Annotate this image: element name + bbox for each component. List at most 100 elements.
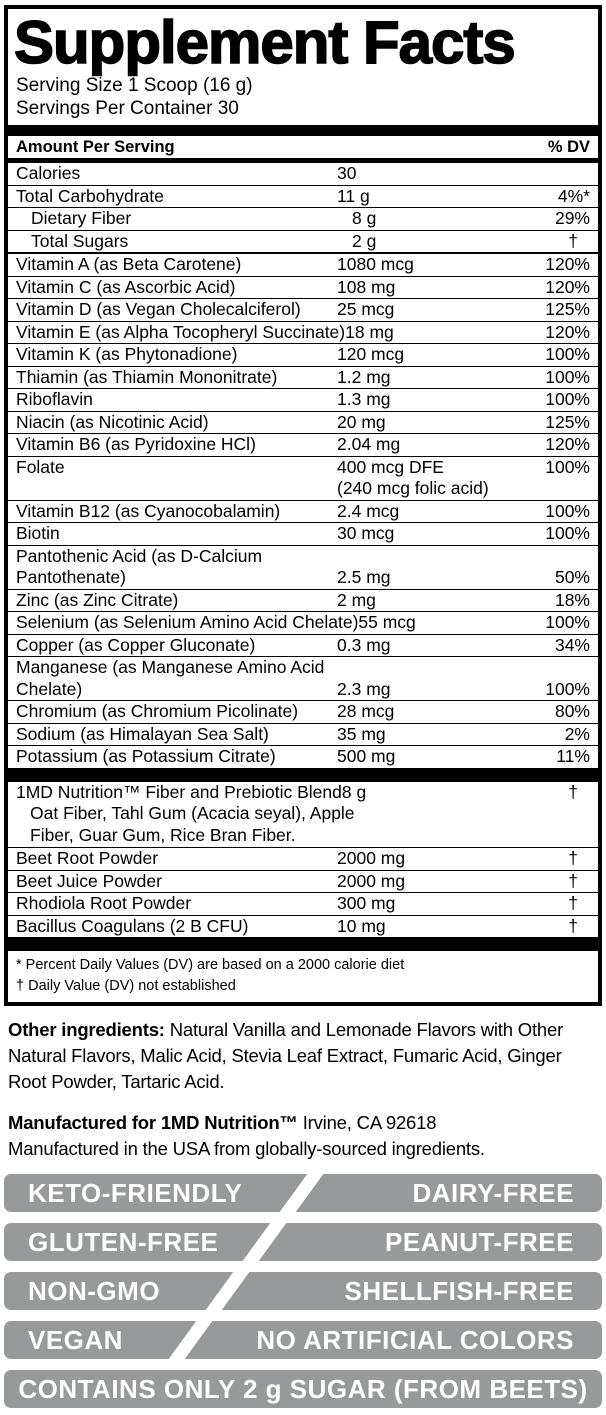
divider-line <box>8 499 598 501</box>
ingredient-dv: 120% <box>545 434 590 454</box>
manufactured-block: Manufactured for 1MD Nutrition™ Irvine, … <box>8 1110 596 1162</box>
divider-line <box>8 252 598 254</box>
ingredient-dv: 100% <box>545 612 590 632</box>
ingredient-name: Dietary Fiber <box>31 208 132 228</box>
footnote-dagger: † Daily Value (DV) not established <box>16 978 236 994</box>
serving-size: Serving Size 1 Scoop (16 g) <box>16 75 253 96</box>
badge-row: NON-GMO SHELLFISH-FREE <box>4 1272 602 1310</box>
panel-title: Supplement Facts <box>13 9 516 76</box>
table-row: Dietary Fiber 8 g 29% <box>8 208 598 230</box>
ingredient-name: Niacin (as Nicotinic Acid) <box>16 411 209 432</box>
table-row: Total Sugars 2 g † <box>8 231 598 253</box>
ingredient-dv: 11% <box>556 746 590 766</box>
ingredient-dv: † <box>568 781 578 802</box>
ingredient-amount: 30 <box>337 163 357 183</box>
table-row: Vitamin B12 (as Cyanocobalamin) 2.4 mcg 10… <box>8 501 598 523</box>
divider-line <box>8 914 598 916</box>
ingredient-amount: 28 mcg <box>337 701 395 721</box>
ingredient-name: Chromium (as Chromium Picolinate) <box>16 701 299 721</box>
table-row: Zinc (as Zinc Citrate) 2 mg 18% <box>8 590 598 612</box>
ingredient-name: Beet Root Powder <box>16 848 159 868</box>
table-row: Sodium (as Himalayan Sea Salt) 35 mg 2% <box>8 724 598 746</box>
divider-line <box>8 611 598 612</box>
servings-per-container: Servings Per Container 30 <box>16 98 239 119</box>
supplement-facts-panel: Supplement Facts Serving Size 1 Scoop (1… <box>4 5 602 1006</box>
divider-line <box>8 343 598 344</box>
table-row: Total Carbohydrate 11 g 4%* <box>8 186 598 208</box>
table-row: Thiamin (as Thiamin Mononitrate) 1.2 mg 10… <box>8 367 598 389</box>
divider-line <box>8 320 598 322</box>
badge-label-right: SHELLFISH-FREE <box>344 1275 574 1306</box>
other-ingredients: Other ingredients: Natural Vanilla and L… <box>8 1017 596 1095</box>
divider-line <box>8 275 598 277</box>
table-row: Vitamin C (as Ascorbic Acid) 108 mg 120% <box>8 277 598 299</box>
ingredient-amount: 10 mg <box>337 915 386 936</box>
ingredient-amount-line2: (240 mcg folic acid) <box>337 478 489 498</box>
badge-row: VEGAN NO ARTIFICIAL COLORS <box>4 1321 602 1359</box>
table-row: 1MD Nutrition™ Fiber and Prebiotic Blend… <box>8 782 598 804</box>
ingredient-amount: 0.3 mg <box>337 634 391 655</box>
divider-line <box>8 745 598 746</box>
ingredient-amount: 20 mg <box>337 411 386 432</box>
ingredient-amount: 500 mg <box>337 746 396 766</box>
divider-line <box>8 388 598 389</box>
table-row: Vitamin A (as Beta Carotene) 1080 mcg 120% <box>8 254 598 276</box>
badge-label-left: GLUTEN-FREE <box>28 1226 219 1257</box>
ingredient-dv: 125% <box>545 411 590 432</box>
ingredient-dv: 100% <box>545 389 590 409</box>
ingredient-amount: 8 g <box>352 208 377 228</box>
badge-label-right: DAIRY-FREE <box>412 1177 574 1208</box>
ingredient-amount: 400 mcg DFE (240 mcg folic acid) <box>337 457 489 500</box>
table-row: Vitamin B6 (as Pyridoxine HCl) 2.04 mg 120… <box>8 434 598 456</box>
ingredient-amount: 2 g <box>352 230 377 251</box>
table-row: Vitamin D (as Vegan Cholecalciferol) 25 m… <box>8 299 598 321</box>
ingredient-dv: 100% <box>545 500 590 521</box>
table-row: Potassium (as Potassium Citrate) 500 mg 11… <box>8 746 598 768</box>
other-ingredients-text: Natural Vanilla and Lemonade Flavors wit… <box>8 1019 564 1092</box>
ingredient-name: Beet Juice Powder <box>16 870 162 891</box>
ingredient-name: Vitamin A (as Beta Carotene) <box>16 254 242 274</box>
badge-label-left: VEGAN <box>28 1324 123 1355</box>
ingredient-dv: 100% <box>545 523 590 543</box>
ingredient-dv: † <box>568 230 578 251</box>
ingredient-name: Manganese (as Manganese Amino Acid Chelat… <box>16 657 337 700</box>
ingredient-dv: 100% <box>545 456 590 477</box>
ingredient-name-line2: Chelate) <box>16 678 83 699</box>
table-header: Amount Per Serving % DV <box>8 136 598 158</box>
ingredient-name: Thiamin (as Thiamin Mononitrate) <box>16 366 278 387</box>
divider-line <box>8 722 598 724</box>
ingredient-dv: 2% <box>564 723 590 744</box>
divider-line <box>8 229 598 231</box>
ingredient-name: Vitamin B6 (as Pyridoxine HCl) <box>16 434 256 454</box>
manufactured-address: Irvine, CA 92618 <box>297 1112 437 1133</box>
ingredient-name: Total Sugars <box>31 230 129 251</box>
ingredient-name: Riboflavin <box>16 389 93 409</box>
ingredient-name: Sodium (as Himalayan Sea Salt) <box>16 723 269 744</box>
divider-line <box>8 544 598 546</box>
ingredient-dv: 120% <box>545 254 590 274</box>
ingredient-dv: 29% <box>554 208 590 228</box>
table-row: Niacin (as Nicotinic Acid) 20 mg 125% <box>8 412 598 434</box>
badge-label-right: PEANUT-FREE <box>385 1226 574 1257</box>
ingredient-amount: 2.3 mg <box>337 678 391 699</box>
ingredient-amount: 35 mg <box>337 723 386 744</box>
ingredient-name: 1MD Nutrition™ Fiber and Prebiotic Blend <box>16 781 342 802</box>
ingredient-name: Vitamin B12 (as Cyanocobalamin) <box>16 500 281 521</box>
ingredient-name: Total Carbohydrate <box>16 185 164 206</box>
ingredient-dv: 120% <box>545 321 590 342</box>
badge-row: KETO-FRIENDLY DAIRY-FREE <box>4 1174 602 1212</box>
ingredient-amount: 11 g <box>337 185 370 206</box>
ingredient-dv: 50% <box>554 567 590 587</box>
ingredient-amount: 2.4 mcg <box>337 500 400 521</box>
ingredient-dv: 100% <box>545 344 590 364</box>
divider-line <box>8 184 598 186</box>
badges: KETO-FRIENDLY DAIRY-FREE GLUTEN-FREE PEANUT… <box>4 1174 602 1415</box>
ingredient-amount: 55 mcg <box>358 612 416 632</box>
ingredient-name: Copper (as Copper Gluconate) <box>16 634 256 655</box>
table-row: Calories 30 <box>8 163 598 185</box>
ingredient-amount: 300 mg <box>337 893 396 913</box>
divider-line <box>8 656 598 657</box>
ingredient-dv: 80% <box>554 701 590 721</box>
ingredient-amount: 18 mg <box>345 321 394 342</box>
divider-line <box>8 588 598 590</box>
